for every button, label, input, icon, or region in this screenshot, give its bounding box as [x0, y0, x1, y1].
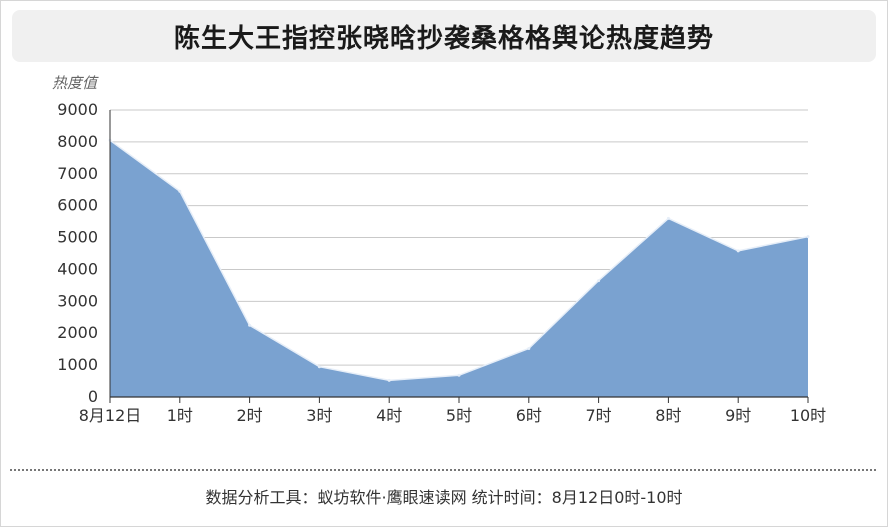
x-tick-label: 5时: [446, 406, 472, 425]
data-point: [457, 373, 461, 377]
x-tick-label: 6时: [516, 406, 542, 425]
area-series: [110, 140, 808, 398]
x-tick-label: 2时: [237, 406, 263, 425]
y-tick-label: 5000: [57, 228, 98, 247]
data-point: [666, 216, 670, 220]
data-point: [597, 279, 601, 283]
x-tick-label: 10时: [790, 406, 826, 425]
data-point: [387, 378, 391, 382]
data-point: [527, 347, 531, 350]
x-tick-label: 4时: [376, 406, 402, 425]
x-tick-label: 7时: [586, 406, 612, 425]
y-tick-label: 3000: [57, 291, 98, 310]
y-tick-label: 7000: [57, 164, 98, 183]
y-tick-label: 8000: [57, 132, 98, 151]
y-tick-label: 4000: [57, 259, 98, 278]
y-tick-label: 6000: [57, 196, 98, 215]
data-point: [248, 323, 252, 327]
y-axis-label: 热度值: [52, 74, 99, 92]
footer-source: 数据分析工具：蚁坊软件·鹰眼速读网 统计时间：8月12日0时-10时: [205, 488, 683, 507]
data-point: [178, 189, 182, 193]
title-bar: 陈生大王指控张晓晗抄袭桑格格舆论热度趋势: [12, 10, 876, 62]
data-point: [806, 235, 810, 239]
chart-title: 陈生大王指控张晓晗抄袭桑格格舆论热度趋势: [173, 23, 714, 54]
y-tick-label: 2000: [57, 323, 98, 342]
area-chart: 0 1000 2000 3000 4000 5000 6000 7000 8000 9000 8月1…: [52, 74, 826, 425]
data-point: [317, 365, 321, 369]
y-tick-label: 0: [88, 387, 98, 406]
footer-divider: [10, 469, 876, 471]
x-tick-label: 1时: [167, 406, 193, 425]
x-tick-label: 8时: [655, 406, 681, 425]
axes: 0 1000 2000 3000 4000 5000 6000 7000 8000 9000 8月1…: [57, 100, 826, 425]
y-tick-label: 9000: [57, 100, 98, 119]
x-tick-label: 9时: [725, 406, 751, 425]
data-point: [736, 249, 740, 253]
y-tick-label: 1000: [57, 355, 98, 374]
x-tick-label: 8月12日: [79, 406, 142, 425]
x-tick-label: 3时: [306, 406, 332, 425]
